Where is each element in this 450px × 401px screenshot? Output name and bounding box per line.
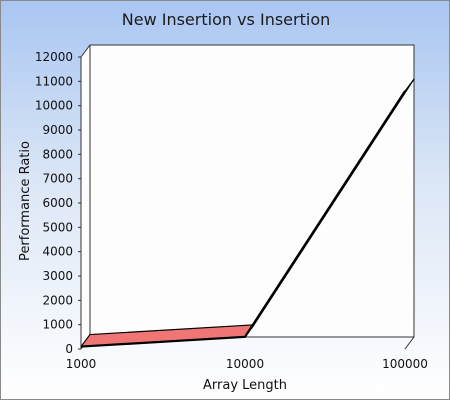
y-tick-label: 11000 (35, 74, 73, 88)
y-tick-label: 10000 (35, 99, 73, 113)
x-tick-label: 100000 (382, 357, 428, 371)
x-axis-title: Array Length (203, 378, 287, 393)
plot-area (81, 45, 414, 349)
y-tick-label: 0 (65, 342, 73, 356)
y-tick-label: 7000 (42, 172, 73, 186)
y-tick-label: 12000 (35, 50, 73, 64)
y-tick-label: 8000 (42, 147, 73, 161)
y-axis-title: Performance Ratio (18, 141, 33, 261)
y-tick-label: 3000 (42, 269, 73, 283)
y-tick-label: 9000 (42, 123, 73, 137)
y-tick-label: 4000 (42, 245, 73, 259)
y-tick-label: 5000 (42, 220, 73, 234)
chart-title: New Insertion vs Insertion (122, 10, 331, 29)
y-tick-label: 2000 (42, 293, 73, 307)
y-tick-label: 6000 (42, 196, 73, 210)
depth-edge-right (405, 337, 414, 349)
y-tick-label: 1000 (42, 318, 73, 332)
x-tick-label: 1000 (66, 357, 97, 371)
x-tick-label: 10000 (226, 357, 264, 371)
